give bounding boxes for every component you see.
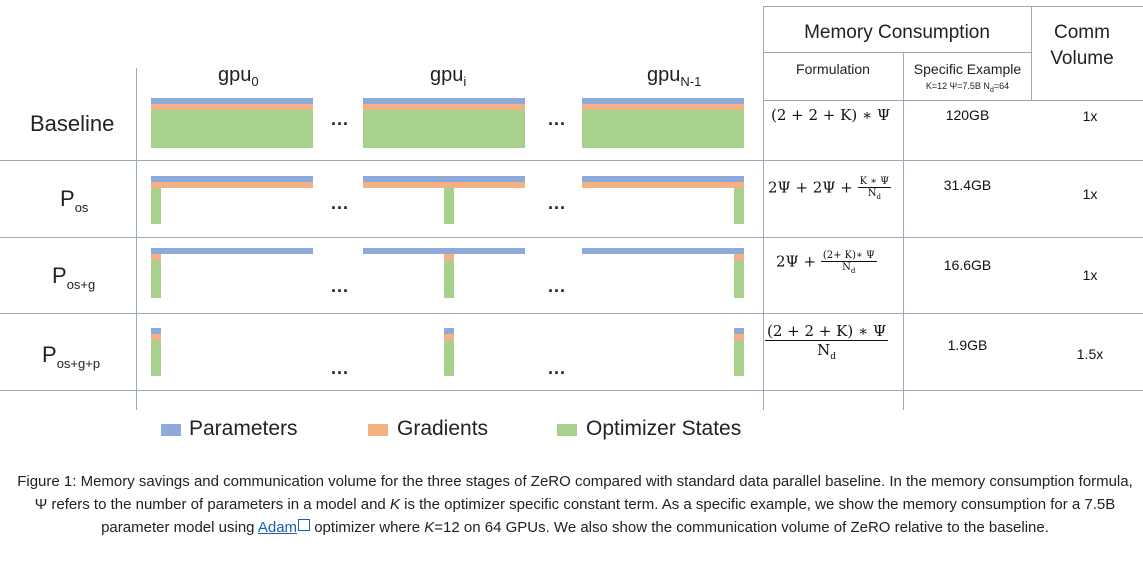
baseline-gpun-gradients [582,104,744,110]
value-pos: 31.4GB [943,177,992,193]
value-baseline: 120GB [945,107,990,123]
posg-gpun-parameters [582,248,744,254]
ellipsis-r3-b: ... [548,276,567,296]
posgp-gpui-gradients [444,334,454,340]
table-left-border [763,6,764,410]
posg-gpun-optimizer [734,260,744,298]
posg-gpui-optimizer [444,260,454,298]
row-label-posg: Pos+g [52,263,96,292]
comm-posg: 1x [1082,267,1098,283]
formulation-header: Formulation [796,61,870,77]
figure-caption: Figure 1: Memory savings and communicati… [17,473,1133,536]
comm-volume-header-line1: Comm [1054,22,1110,43]
value-posgp: 1.9GB [947,337,988,353]
pos-gpui-parameters [363,176,525,182]
comm-pos: 1x [1082,186,1098,202]
memory-consumption-header: Memory Consumption [804,22,990,43]
legend-label-optimizer: Optimizer States [586,417,742,440]
table-top-border [763,6,1143,7]
baseline-gpui-parameters [363,98,525,104]
formula-posg: 2Ψ + (2+ K)∗ Ψ Nd [776,250,877,275]
posgp-gpui-parameters [444,328,454,334]
gpu-i-label: gpui [430,64,467,89]
ellipsis-r2-a: ... [331,193,350,213]
specific-example-detail: K=12 Ψ=7.5B Nd=64 [925,81,1010,94]
row-divider-3 [0,313,1143,314]
pos-gpun-parameters [582,176,744,182]
row-label-pos: Pos [60,186,89,215]
baseline-gpui-gradients [363,104,525,110]
posgp-gpui-optimizer [444,340,454,376]
ellipsis-r1-a: ... [331,109,350,129]
pos-gpun-gradients [582,182,744,188]
ellipsis-r4-b: ... [548,358,567,378]
legend-swatch-parameters [161,424,181,436]
row-divider-4 [0,390,1143,391]
formula-baseline: (2 + 2 + K) ∗ Ψ [771,106,891,124]
ellipsis-r4-a: ... [331,358,350,378]
gpu-n-label: gpuN-1 [647,64,702,89]
comm-posgp: 1.5x [1076,346,1104,362]
posgp-gpun-optimizer [734,340,744,376]
row-divider-2 [0,237,1143,238]
ellipsis-r2-b: ... [548,193,567,213]
legend-label-parameters: Parameters [189,417,298,440]
pos-gpu0-parameters [151,176,313,182]
pos-gpun-optimizer [734,188,744,224]
row-label-baseline: Baseline [30,111,115,136]
posg-gpu0-parameters [151,248,313,254]
legend-label-gradients: Gradients [397,417,489,440]
posg-gpu0-optimizer [151,260,161,298]
row-divider-1 [0,160,1143,161]
specific-example-header: Specific Example [913,61,1022,77]
table-mid-border [903,52,904,410]
table-right-border [1031,6,1032,100]
adam-link[interactable]: Adam [257,519,298,536]
baseline-gpun-parameters [582,98,744,104]
row-label-posgp: Pos+g+p [42,342,101,371]
comm-volume-header-line2: Volume [1050,48,1114,69]
baseline-gpu0-parameters [151,98,313,104]
pos-gpui-gradients [363,182,525,188]
comm-baseline: 1x [1082,108,1098,124]
baseline-gpu0-optimizer [151,110,313,148]
pos-gpui-optimizer [444,188,454,224]
ellipsis-r1-b: ... [548,109,567,129]
external-link-icon [298,519,311,531]
left-divider [136,68,137,410]
value-posg: 16.6GB [943,257,992,273]
baseline-gpun-optimizer [582,110,744,148]
table-header-divider [763,52,1031,53]
pos-gpu0-optimizer [151,188,161,224]
baseline-gpu0-gradients [151,104,313,110]
posgp-gpu0-parameters [151,328,161,334]
posgp-gpun-gradients [734,334,744,340]
ellipsis-r3-a: ... [331,276,350,296]
posg-gpun-gradients [734,254,744,260]
posg-gpui-gradients [444,254,454,260]
baseline-gpui-optimizer [363,110,525,148]
posg-gpui-parameters [363,248,525,254]
legend-swatch-optimizer [557,424,577,436]
gpu-0-label: gpu0 [218,64,259,89]
legend-swatch-gradients [368,424,388,436]
posgp-gpun-parameters [734,328,744,334]
header-row-border [763,100,1143,101]
formula-posgp: (2 + 2 + K) ∗ Ψ Nd [765,322,889,362]
formula-pos: 2Ψ + 2Ψ + K ∗ Ψ Nd [768,176,892,201]
posg-gpu0-gradients [151,254,161,260]
posgp-gpu0-optimizer [151,340,161,376]
pos-gpu0-gradients [151,182,313,188]
posgp-gpu0-gradients [151,334,161,340]
